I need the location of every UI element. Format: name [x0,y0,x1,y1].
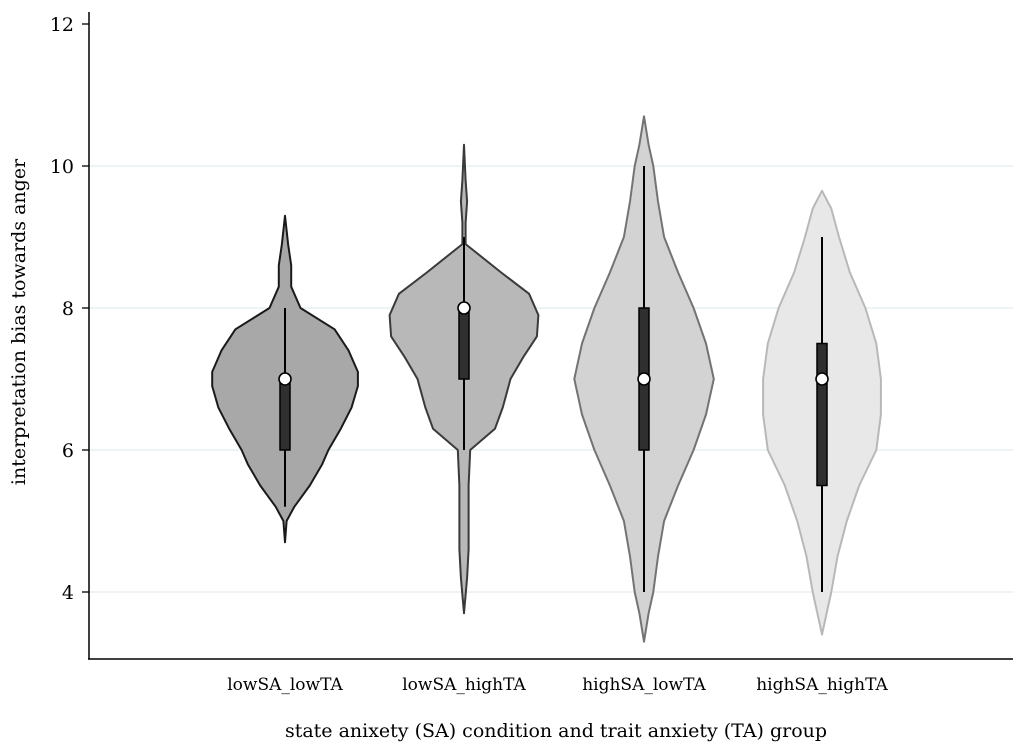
violin-group [762,189,882,636]
median-marker [637,372,651,386]
x-category-label: lowSA_lowTA [227,675,343,695]
y-ticks: 4 6 8 10 12 [50,14,89,604]
axes [88,12,1013,660]
iqr-box [458,307,470,380]
y-tick-label: 6 [62,440,74,462]
y-axis-title: interpretation bias towards anger [8,158,30,485]
violin-group [388,143,540,615]
iqr-box [279,378,291,451]
violin-group [211,214,359,544]
y-tick-label: 4 [62,582,74,604]
median-marker [278,372,292,386]
x-categories: lowSA_lowTA lowSA_highTA highSA_lowTA highS… [227,675,888,695]
median-marker [457,301,471,315]
y-tick-label: 8 [62,298,74,320]
median-marker [815,372,829,386]
y-tick-label: 10 [50,156,74,178]
iqr-box [816,342,828,487]
y-tick-label: 12 [50,14,74,36]
x-category-label: lowSA_highTA [402,675,526,695]
x-category-label: highSA_highTA [756,675,888,695]
x-category-label: highSA_lowTA [582,675,706,695]
violins [211,115,882,643]
x-axis-title: state anixety (SA) condition and trait a… [285,720,827,742]
violin-group [573,115,715,643]
